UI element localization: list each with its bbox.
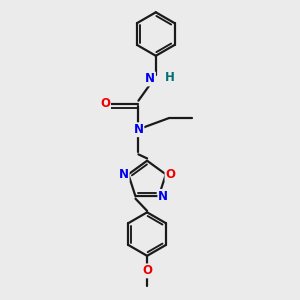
Text: N: N bbox=[145, 73, 155, 85]
Text: N: N bbox=[134, 123, 143, 136]
Text: N: N bbox=[158, 190, 168, 203]
Text: H: H bbox=[165, 71, 175, 84]
Text: O: O bbox=[100, 97, 110, 110]
Text: N: N bbox=[119, 168, 129, 181]
Text: O: O bbox=[142, 264, 152, 278]
Text: O: O bbox=[166, 168, 176, 181]
